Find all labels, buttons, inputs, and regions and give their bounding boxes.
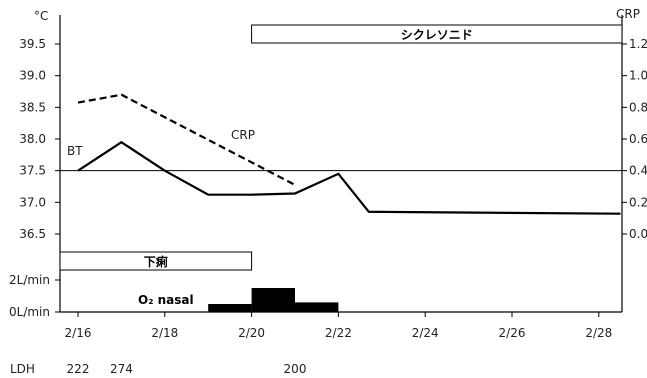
ldh-label: LDH: [10, 362, 35, 376]
series-line-crp: [78, 95, 295, 185]
left-axis-unit: °C: [34, 9, 48, 23]
ldh-value: 274: [110, 362, 133, 376]
o2-tick-label: 2L/min: [9, 273, 50, 287]
left-tick-label: 38.5: [19, 100, 46, 114]
right-tick-label: 1.2: [629, 37, 647, 51]
right-tick-label: 0.4: [629, 164, 647, 178]
right-tick-label: 0.0: [629, 227, 647, 241]
ldh-value: 222: [67, 362, 90, 376]
left-tick-label: 37.5: [19, 164, 46, 178]
x-tick-label: 2/22: [325, 326, 352, 340]
left-axis: °C 39.5 39.0 38.5 38.0 37.5 37.0 36.5: [19, 9, 60, 241]
left-tick-label: 37.0: [19, 195, 46, 209]
o2-nasal-steps: O₂ nasal: [138, 288, 338, 312]
o2-nasal-label: O₂ nasal: [138, 293, 194, 307]
o2-step: [295, 302, 338, 312]
treatment-bar-label: 下痢: [144, 254, 168, 269]
left-tick-label: 38.0: [19, 132, 46, 146]
x-axis: 2/16 2/18 2/20 2/22 2/24 2/26 2/28: [65, 312, 613, 340]
right-tick-label: 0.8: [629, 100, 647, 114]
left-tick-label: 36.5: [19, 227, 46, 241]
series-label-bt: BT: [67, 144, 83, 158]
series-line-bt: [78, 142, 621, 214]
series-label-crp: CRP: [231, 128, 255, 142]
o2-tick-label: 0L/min: [9, 305, 50, 319]
right-tick-label: 0.6: [629, 132, 647, 146]
series-layer: BT CRP: [60, 95, 622, 214]
x-tick-label: 2/26: [499, 326, 526, 340]
right-tick-label: 0.2: [629, 195, 647, 209]
ldh-value: 200: [284, 362, 307, 376]
right-axis-unit: CRP: [616, 7, 640, 21]
x-tick-label: 2/24: [412, 326, 439, 340]
o2-step: [208, 304, 251, 312]
left-tick-label: 39.5: [19, 37, 46, 51]
x-tick-label: 2/16: [65, 326, 92, 340]
o2-step: [252, 288, 295, 312]
x-tick-label: 2/20: [238, 326, 265, 340]
ldh-row: LDH 222 274 200: [10, 362, 306, 376]
o2-axis: 2L/min 0L/min: [9, 273, 60, 319]
left-tick-label: 39.0: [19, 69, 46, 83]
x-tick-label: 2/18: [151, 326, 178, 340]
x-tick-label: 2/28: [585, 326, 612, 340]
treatment-bar-label: シクレソニド: [401, 28, 473, 42]
right-tick-label: 1.0: [629, 69, 647, 83]
